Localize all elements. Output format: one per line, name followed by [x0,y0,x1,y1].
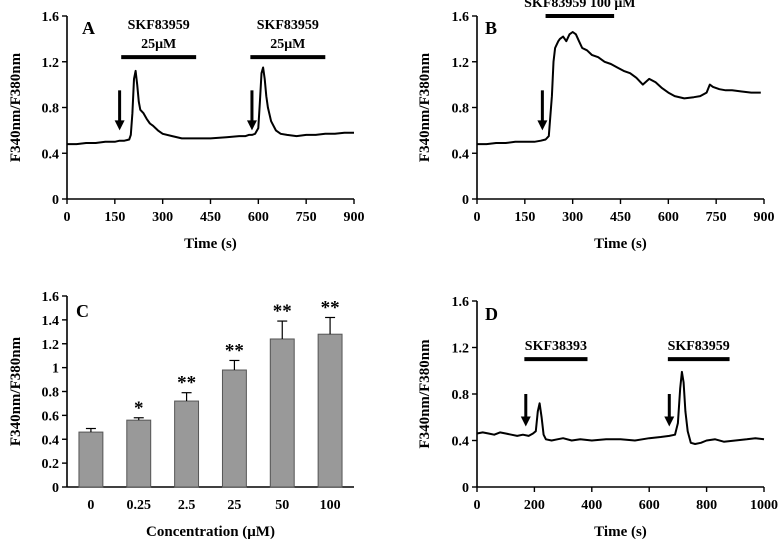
panel-letter: B [485,18,497,38]
x-tick-label: 450 [610,210,631,225]
x-tick-label: 300 [152,210,173,225]
panel-letter: D [485,304,498,324]
bar [221,369,247,488]
x-tick-label: 150 [514,210,535,225]
y-tick-label: 1.2 [42,338,60,353]
x-tick-label: 100 [320,498,341,513]
x-tick-label: 900 [344,210,365,225]
significance-label: ** [225,340,244,361]
y-axis-label: F340nm/F380nm [417,339,433,449]
x-tick-label: 900 [754,210,775,225]
x-tick-label: 400 [581,498,602,513]
bar [78,431,104,488]
x-tick-label: 750 [706,210,727,225]
x-tick-label: 450 [200,210,221,225]
y-tick-label: 1.6 [452,295,470,310]
series-line [67,66,354,146]
panel-letter: A [82,18,95,38]
x-tick-label: 1000 [750,498,778,513]
drug-label: SKF83959 [128,18,190,33]
x-tick-label: 0 [87,498,94,513]
bar [317,333,343,488]
x-tick-label: 2.5 [178,498,196,513]
y-tick-label: 0.4 [42,433,60,448]
drug-label: SKF83959 100 μM [524,0,635,11]
x-tick-label: 25 [227,498,241,513]
y-tick-label: 1.2 [452,342,470,357]
bar [269,338,295,488]
y-tick-label: 1.2 [452,56,470,71]
arrow-head [664,416,675,427]
x-tick-label: 600 [248,210,269,225]
x-axis-label: Time (s) [184,236,237,252]
significance-label: * [134,398,144,419]
y-tick-label: 1 [52,362,59,377]
drug-concentration-label: 25μM [141,37,176,52]
y-tick-label: 0 [462,481,469,496]
panel-letter: C [76,301,89,321]
x-tick-label: 0 [64,210,71,225]
y-axis-label: F340nm/F380nm [417,52,433,162]
x-axis-label: Concentration (μM) [146,524,275,540]
arrow-head [114,120,125,131]
drug-label: SKF83959 [257,18,319,33]
x-tick-label: 800 [696,498,717,513]
y-tick-label: 0 [52,193,59,208]
x-tick-label: 200 [524,498,545,513]
significance-label: ** [273,301,292,322]
y-tick-label: 0.8 [452,388,470,403]
y-tick-label: 1.6 [42,290,60,305]
y-tick-label: 1.6 [452,10,470,25]
x-tick-label: 750 [296,210,317,225]
drug-concentration-label: 25μM [270,37,305,52]
x-tick-label: 0 [474,210,481,225]
x-axis-label: Time (s) [594,236,647,252]
y-tick-label: 1.2 [42,56,60,71]
x-tick-label: 150 [104,210,125,225]
x-tick-label: 600 [639,498,660,513]
y-tick-label: 0.8 [42,386,60,401]
y-tick-label: 0 [52,481,59,496]
x-tick-label: 0.25 [127,498,152,513]
bar [174,400,200,488]
y-tick-label: 0 [462,193,469,208]
x-tick-label: 0 [474,498,481,513]
arrow-head [246,120,257,131]
y-axis-label: F340nm/F380nm [8,336,24,446]
significance-label: ** [177,373,196,394]
x-tick-label: 300 [562,210,583,225]
x-tick-label: 50 [275,498,289,513]
arrow-head [537,120,548,131]
y-tick-label: 0.4 [452,147,470,162]
y-tick-label: 0.4 [452,435,470,450]
bar [126,419,152,488]
y-axis-label: F340nm/F380nm [8,52,24,162]
y-tick-label: 0.8 [42,102,60,117]
y-tick-label: 0.6 [42,409,60,424]
x-tick-label: 600 [658,210,679,225]
arrow-head [520,416,531,427]
y-tick-label: 0.4 [42,147,60,162]
series-line [477,31,761,146]
x-axis-label: Time (s) [594,524,647,540]
series-line [476,370,765,445]
significance-label: ** [321,297,340,318]
y-tick-label: 0.2 [42,457,60,472]
y-tick-label: 1.4 [42,314,60,329]
drug-label: SKF38393 [525,339,587,354]
y-tick-label: 1.6 [42,10,60,25]
y-tick-label: 0.8 [452,102,470,117]
drug-label: SKF83959 [668,339,730,354]
